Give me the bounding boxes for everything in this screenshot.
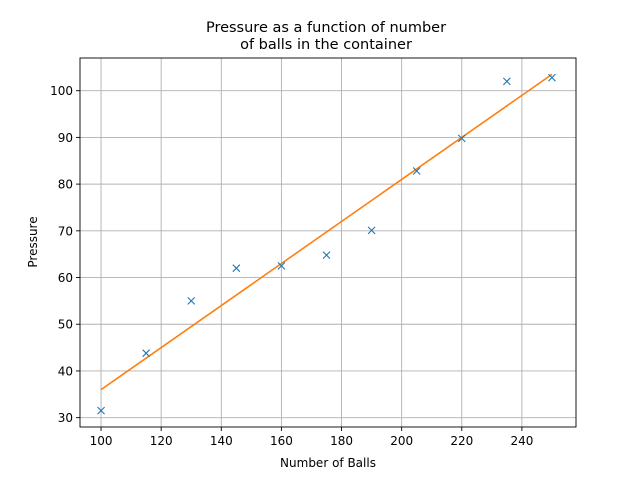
chart-title-line-2: of balls in the container	[240, 37, 412, 53]
x-tick-label: 220	[450, 434, 473, 448]
marker-stroke	[412, 167, 421, 175]
x-tick-label: 180	[330, 434, 353, 448]
x-tick-label: 200	[390, 434, 413, 448]
y-tick-label: 50	[58, 318, 73, 332]
data-point-marker	[322, 251, 331, 260]
x-tick-label: 240	[510, 434, 533, 448]
y-tick-label: 70	[58, 224, 73, 238]
x-tick-label: 100	[90, 434, 113, 448]
data-point-marker	[187, 296, 196, 305]
plot-data	[97, 73, 556, 415]
data-point-marker	[548, 73, 556, 82]
y-tick-label: 90	[58, 131, 73, 145]
data-point-marker	[232, 264, 241, 273]
marker-stroke	[548, 73, 556, 82]
marker-stroke	[142, 349, 151, 358]
marker-stroke	[232, 264, 241, 273]
marker-stroke	[367, 226, 376, 235]
marker-stroke	[277, 261, 286, 270]
x-tick-label: 120	[150, 434, 173, 448]
y-tick-label: 40	[58, 364, 73, 378]
data-point-marker	[142, 349, 151, 358]
x-tick-label: 140	[210, 434, 233, 448]
ticks: 100 120 140 160 180 200 220 240 30 40 50 60 70 80 90 10…	[50, 84, 533, 448]
y-axis-label: Pressure	[26, 216, 40, 267]
y-tick-label: 80	[58, 178, 73, 192]
data-point-marker	[97, 406, 105, 415]
plot-frame	[79, 57, 577, 428]
data-point-marker	[412, 167, 421, 175]
marker-stroke	[322, 251, 331, 260]
marker-stroke	[502, 77, 511, 86]
data-point-marker	[457, 134, 466, 143]
chart-title-line-1: Pressure as a function of number	[206, 20, 446, 36]
marker-stroke	[97, 406, 105, 415]
y-tick-label: 100	[50, 84, 73, 98]
data-point-marker	[502, 77, 511, 86]
y-tick-label: 60	[58, 271, 73, 285]
x-axis-label: Number of Balls	[280, 456, 376, 470]
marker-stroke	[457, 134, 466, 143]
x-tick-label: 160	[270, 434, 293, 448]
y-tick-label: 30	[58, 411, 73, 425]
fit-line	[100, 73, 553, 391]
data-point-marker	[277, 261, 286, 270]
marker-stroke	[187, 296, 196, 305]
data-point-marker	[367, 226, 376, 235]
